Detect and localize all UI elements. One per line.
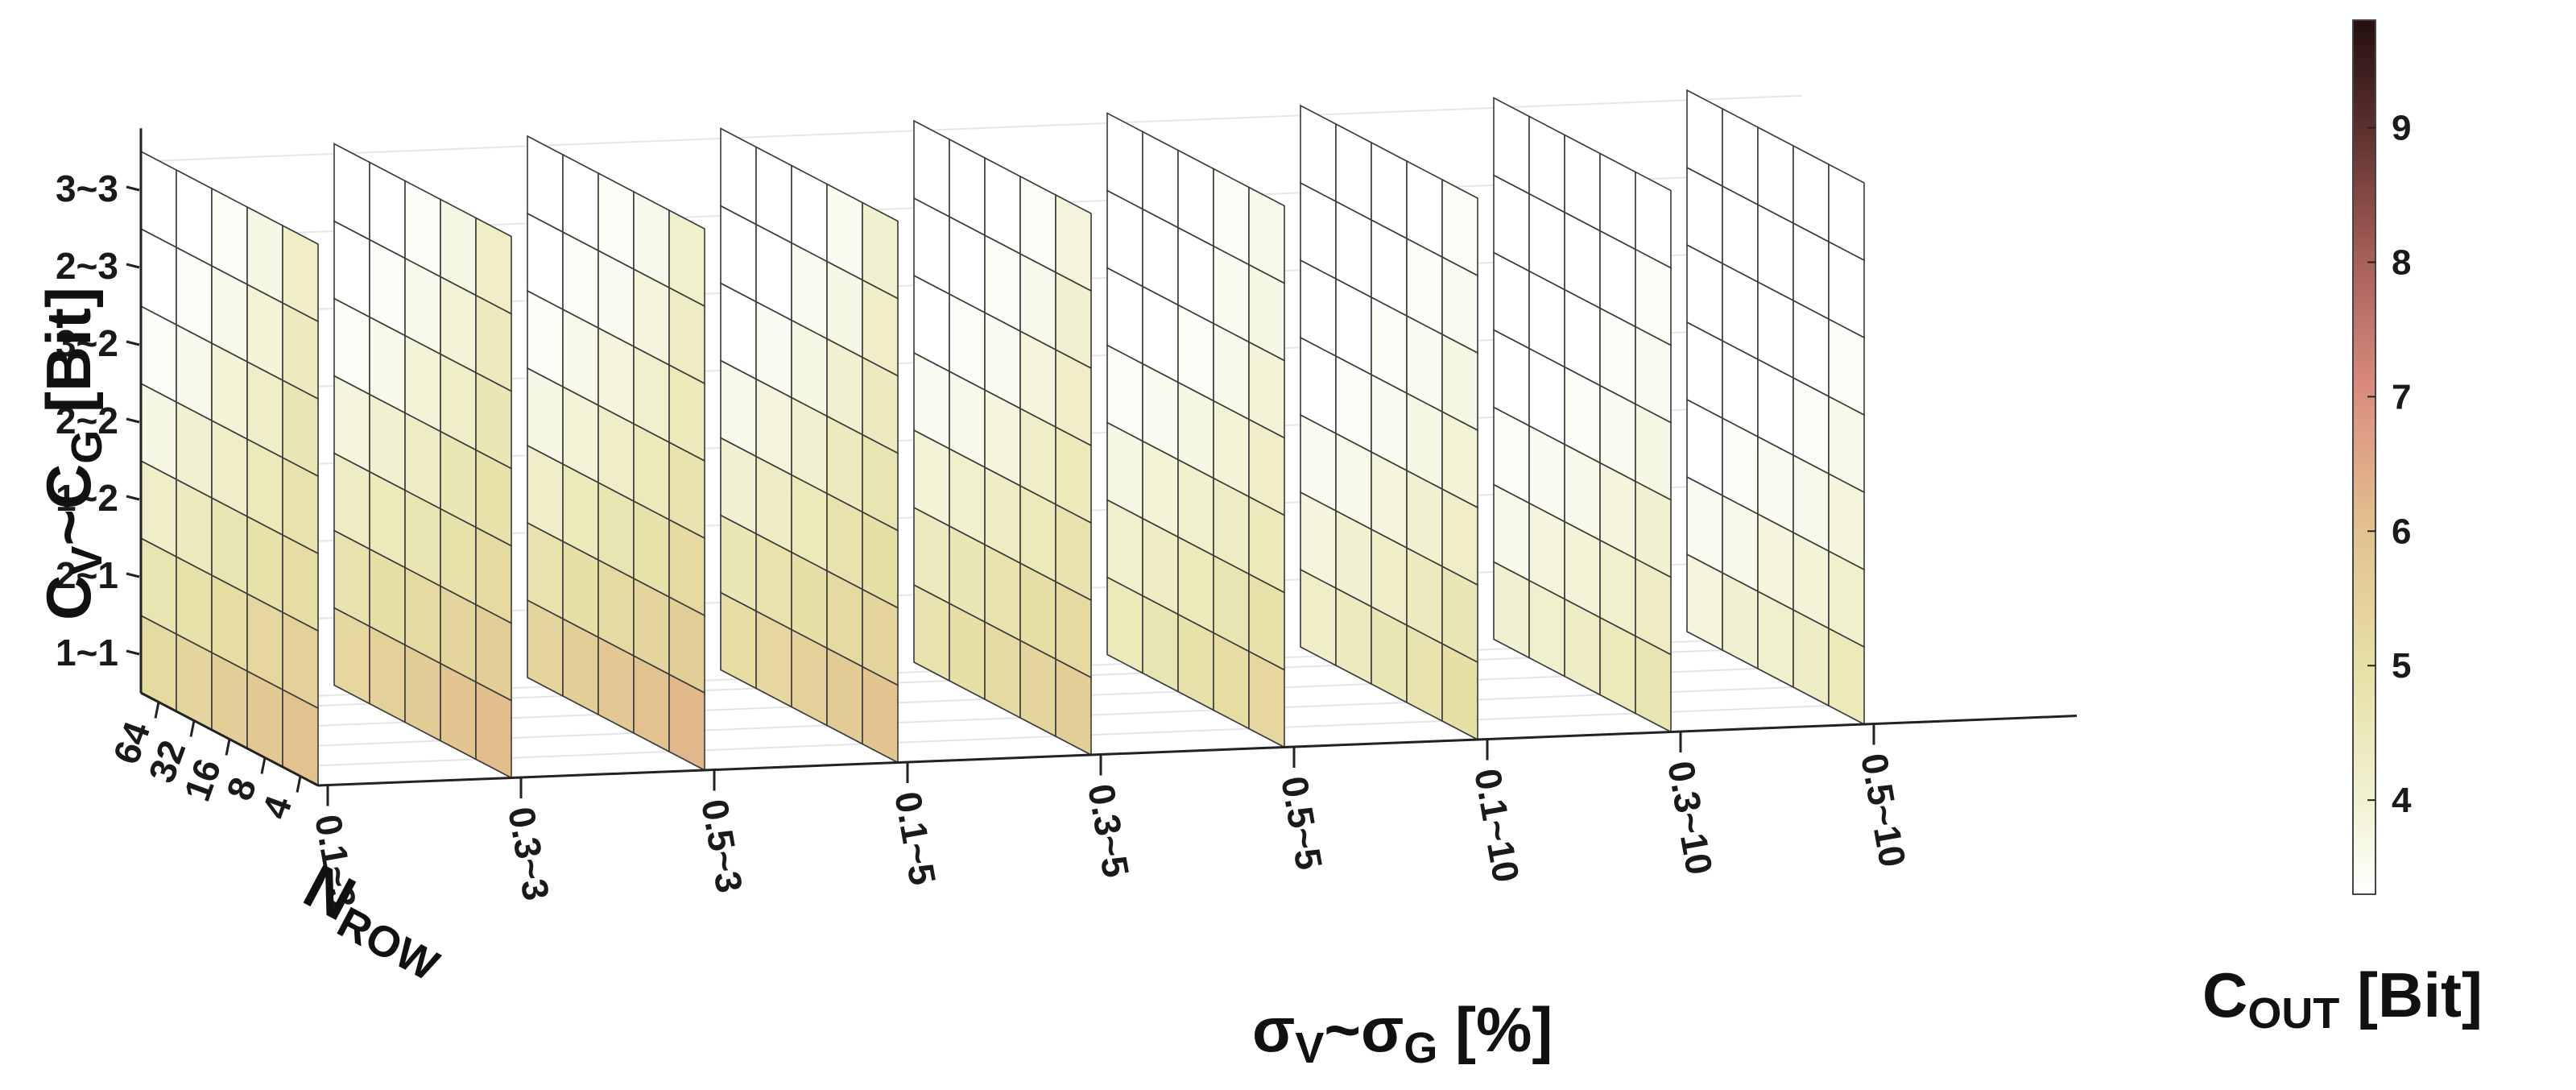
x-tick-label: 0.5~10 (1853, 750, 1914, 870)
surface-cell (862, 201, 899, 300)
panel-group (1300, 104, 1478, 741)
depth-tick-mark (296, 776, 302, 793)
back-grid-line (158, 94, 1802, 162)
depth-tick-mark (189, 720, 196, 737)
y-tick-label: 3~3 (56, 168, 118, 209)
colorbar-tick-label: 5 (2392, 646, 2411, 686)
depth-tick-mark (154, 702, 160, 719)
surface-cell (668, 209, 705, 308)
y-tick-label: 1~2 (56, 477, 118, 519)
depth-tick-mark (225, 739, 231, 756)
depth-axis-title: NROW (290, 850, 461, 990)
panel-group (1493, 97, 1672, 733)
surface-cell (1441, 178, 1478, 277)
surface-cell (475, 217, 512, 315)
x-tick-label: 0.5~3 (693, 796, 750, 896)
colorbar-tick-label: 9 (2392, 109, 2411, 148)
panel-group (333, 143, 512, 779)
surface-cell (1635, 171, 1672, 269)
y-tick-label: 2~1 (56, 554, 118, 596)
surface-cell (1055, 193, 1092, 292)
colorbar-ticks: 4 5 6 7 8 9 (2367, 109, 2412, 820)
y-tick-mark (126, 649, 140, 656)
x-tick-labels: 0.1~3 0.3~3 0.5~3 0.1~5 0.3~5 0.5~5 0.1~10 0.3~… (307, 723, 1914, 911)
x-tick-label: 0.1~10 (1466, 765, 1528, 885)
y-tick-mark (126, 340, 140, 346)
y-tick-mark (126, 185, 140, 192)
surface-cell (1828, 163, 1865, 262)
depth-tick-label: 4 (254, 790, 300, 824)
colorbar-tick-label: 7 (2392, 377, 2411, 417)
x-axis-line (317, 715, 2078, 787)
y-tick-mark (126, 572, 140, 578)
panel-group (527, 135, 705, 772)
waterfall-panels (140, 89, 1865, 787)
colorbar-tick-label: 6 (2392, 512, 2411, 551)
y-tick-labels: 1~1 2~1 1~2 2~2 3~2 2~3 3~3 (56, 168, 140, 673)
x-tick-label: 0.3~10 (1660, 758, 1721, 878)
y-tick-mark (126, 417, 140, 424)
panel-group (1686, 89, 1865, 726)
colorbar-tick-label: 8 (2392, 242, 2411, 282)
colorbar-gradient (2352, 19, 2376, 895)
y-axis-title: CV~CG [Bit] (33, 287, 111, 620)
x-tick-label: 0.3~5 (1080, 781, 1137, 881)
x-axis-title: σV~σG [%] (1252, 994, 1553, 1072)
y-tick-label: 2~2 (56, 400, 118, 441)
y-tick-mark (126, 495, 140, 501)
x-tick-label: 0.1~5 (887, 789, 944, 889)
colorbar-title: COUT [Bit] (2202, 959, 2483, 1038)
y-tick-mark (126, 263, 140, 269)
x-tick-label: 0.3~3 (500, 804, 557, 904)
surface-cell (282, 224, 319, 323)
y-tick-label: 2~3 (56, 245, 118, 287)
colorbar-tick-label: 4 (2392, 781, 2412, 820)
depth-tick-mark (260, 757, 267, 774)
surface-cell (1248, 186, 1285, 284)
panel-group (140, 150, 319, 787)
x-tick-label: 0.5~5 (1273, 773, 1330, 873)
panel-group (720, 127, 899, 764)
panel-group (913, 119, 1092, 756)
y-tick-label: 1~1 (56, 632, 118, 673)
y-tick-label: 3~2 (56, 322, 118, 364)
colorbar: 4 5 6 7 8 9 (2352, 19, 2412, 895)
panel-group (1106, 112, 1285, 748)
